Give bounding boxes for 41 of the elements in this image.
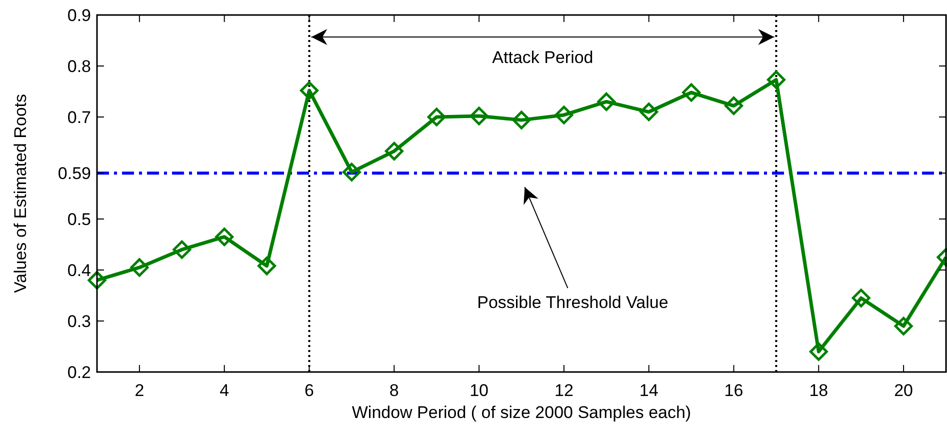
y-tick-label: 0.7 [67,108,91,127]
y-tick-label: 0.5 [67,210,91,229]
y-tick-label: 0.9 [67,6,91,25]
annotation: Possible Threshold Value [477,293,668,312]
annotation: Attack Period [492,48,594,67]
point [130,258,149,277]
x-tick-label: 10 [470,381,489,400]
point [809,342,828,361]
x-tick-label: 6 [304,381,314,400]
y-tick-label: 0.8 [67,57,91,76]
point [427,108,446,126]
x-tick-label: 2 [134,381,144,400]
y-axis-title: Values of Estimated Roots [11,94,30,294]
point [300,81,318,100]
point [852,288,870,308]
x-tick-label: 8 [389,381,399,400]
point [215,228,234,246]
point [342,162,361,182]
x-tick-label: 4 [220,381,230,400]
x-axis-title: Window Period ( of size 2000 Samples each) [352,403,692,422]
point [682,83,701,102]
x-tick-label: 20 [894,381,914,400]
x-tick-label: 14 [639,381,658,400]
point [766,70,786,90]
point [640,102,658,122]
y-tick-label: 0.3 [67,312,91,331]
x-tick-label: 18 [809,381,828,400]
y-tick-label: 0.59 [58,164,91,184]
point [597,92,616,111]
point [258,256,276,276]
point [172,240,192,259]
y-tick-label: 0.4 [67,261,91,280]
point [554,106,574,124]
x-tick-label: 12 [554,381,574,400]
point [512,110,531,130]
point [724,96,743,116]
x-tick-label: 16 [724,381,744,400]
y-tick-label: 0.2 [67,363,91,382]
point [384,142,404,160]
point [894,316,913,336]
point [470,106,488,126]
